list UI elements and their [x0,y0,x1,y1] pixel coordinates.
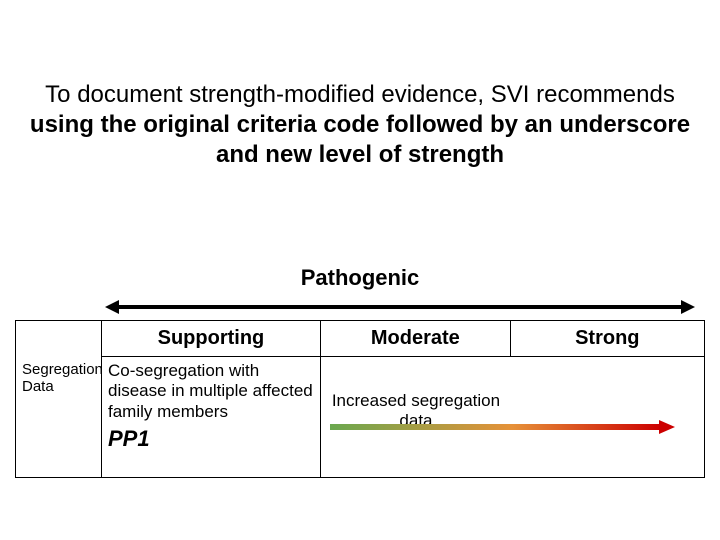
cell-strong [511,357,704,477]
gradient-arrow-head-icon [659,420,675,434]
double-arrow [105,300,695,314]
supporting-text: Co-segregation with disease in multiple … [108,361,313,421]
intro-bold: using the original criteria code followe… [30,111,690,168]
row-label: Segregation Data [16,357,102,477]
cell-supporting: Co-segregation with disease in multiple … [102,357,321,477]
section-title: Pathogenic [0,265,720,291]
intro-part1: To document strength-modified evidence, … [45,81,675,108]
evidence-table: Supporting Moderate Strong Segregation D… [15,320,705,478]
header-strong: Strong [511,321,704,357]
header-blank [16,321,102,357]
arrow-head-right-icon [681,300,695,314]
intro-text: To document strength-modified evidence, … [20,80,700,170]
table-row: Segregation Data Co-segregation with dis… [16,357,704,477]
table-header-row: Supporting Moderate Strong [16,321,704,357]
gradient-arrow-shaft [330,424,661,430]
criteria-code: PP1 [108,426,314,452]
cell-moderate: Increased segregation data [321,357,510,477]
arrow-shaft [115,305,685,309]
header-supporting: Supporting [102,321,321,357]
header-moderate: Moderate [321,321,510,357]
gradient-arrow [330,420,675,434]
